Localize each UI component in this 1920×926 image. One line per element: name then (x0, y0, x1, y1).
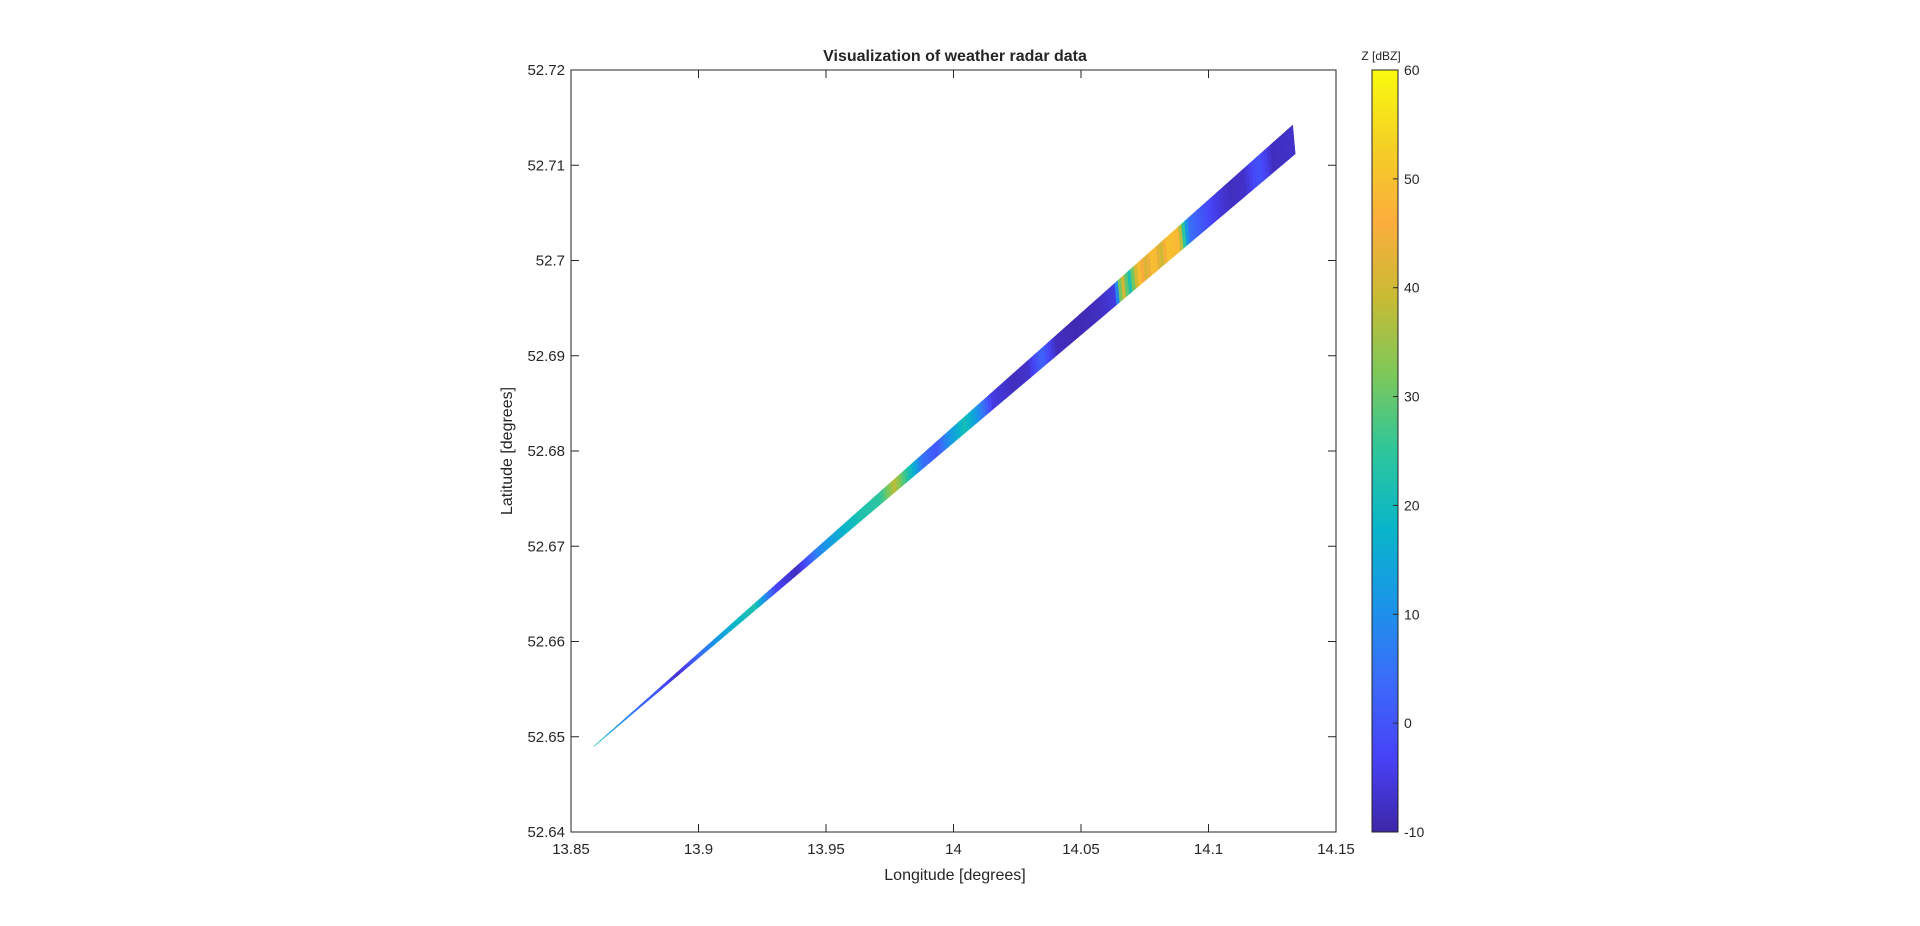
y-tick-label: 52.69 (527, 348, 565, 365)
colorbar-tick-label: 30 (1404, 389, 1420, 405)
colorbar-gradient (1371, 69, 1399, 833)
beam-cell (1289, 124, 1296, 158)
x-tick-label: 14.05 (1062, 841, 1100, 858)
x-axis-ticks: 13.85 13.9 13.95 14 14.05 14.1 14.15 (552, 70, 1355, 858)
y-tick-label: 52.67 (527, 538, 565, 555)
y-tick-label: 52.66 (527, 634, 565, 651)
colorbar-ticks: -10 0 10 20 30 40 50 60 (1393, 62, 1424, 840)
x-tick-label: 14.15 (1317, 841, 1355, 858)
colorbar-tick-label: 50 (1404, 171, 1420, 187)
plot-area: 13.85 13.9 13.95 14 14.05 14.1 14.15 52.6452.6… (527, 62, 1354, 858)
x-tick-label: 13.85 (552, 841, 590, 858)
y-tick-label: 52.65 (527, 729, 565, 746)
y-tick-label: 52.68 (527, 443, 565, 460)
x-tick-label: 13.95 (807, 841, 845, 858)
chart-title: Visualization of weather radar data (823, 48, 1087, 65)
y-tick-label: 52.71 (527, 157, 565, 174)
colorbar: Z [dBZ] -10 0 10 20 30 40 50 60 (1361, 49, 1424, 840)
axes-box (570, 69, 1337, 833)
x-tick-label: 14 (945, 841, 962, 858)
colorbar-tick-label: 60 (1404, 62, 1420, 78)
x-tick-label: 14.1 (1194, 841, 1223, 858)
colorbar-tick-label: 40 (1404, 280, 1420, 296)
colorbar-title: Z [dBZ] (1361, 49, 1400, 63)
y-tick-label: 52.64 (527, 824, 565, 841)
y-axis-label: Latitude [degrees] (499, 387, 516, 515)
x-axis-label: Longitude [degrees] (884, 867, 1025, 884)
colorbar-tick-label: 20 (1404, 497, 1420, 513)
x-tick-label: 13.9 (684, 841, 713, 858)
colorbar-tick-label: 0 (1404, 715, 1412, 731)
radar-beam (593, 124, 1296, 747)
y-axis-ticks: 52.64 52.65 52.66 52.67 52.68 52.69 52.7 52.71 5… (527, 62, 1336, 841)
colorbar-tick-label: -10 (1404, 824, 1424, 840)
y-tick-label: 52.7 (536, 253, 565, 270)
y-tick-label: 52.72 (527, 62, 565, 79)
colorbar-tick-label: 10 (1404, 606, 1420, 622)
